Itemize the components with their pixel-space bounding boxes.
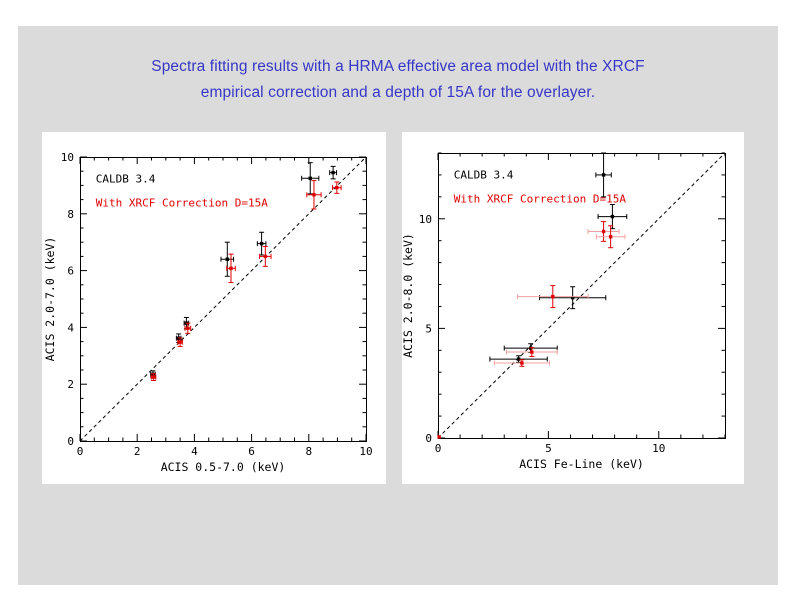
legend: CALDB 3.4 With XRCF Correction D=15A: [96, 172, 269, 209]
data-point: [601, 229, 606, 234]
data-point: [570, 295, 575, 300]
data-point: [610, 214, 615, 219]
title-line-1: Spectra fitting results with a HRMA effe…: [151, 58, 645, 75]
data-point: [530, 350, 534, 354]
svg-text:8: 8: [305, 445, 312, 458]
axis-titles: ACIS 0.5-7.0 (keV) ACIS 2.0-7.0 (keV): [43, 237, 285, 474]
y-axis-label: ACIS 2.0-7.0 (keV): [43, 237, 57, 362]
data-point: [186, 326, 190, 330]
data-point: [331, 170, 335, 175]
data-point: [312, 193, 316, 197]
legend-label: With XRCF Correction D=15A: [96, 196, 269, 209]
svg-text:10: 10: [652, 442, 665, 455]
legend: CALDB 3.4 With XRCF Correction D=15A: [454, 168, 627, 205]
left-plot-panel: 0 2 4 6 8 10 0 2 4 6 8 10 ACIS 0.5-7.0 (keV) ACIS 2.0…: [42, 132, 386, 484]
data-point: [520, 361, 524, 365]
data-point: [263, 254, 268, 259]
data-point: [178, 340, 182, 344]
series-caldb: [150, 162, 338, 379]
data-point: [335, 185, 339, 190]
data-point: [229, 266, 233, 271]
identity-reference-line: [79, 156, 367, 442]
data-point: [308, 176, 312, 180]
y-axis-label: ACIS 2.0-8.0 (keV): [402, 233, 415, 358]
series-xrcf: [150, 180, 342, 382]
svg-text:5: 5: [545, 442, 552, 455]
axis-ticks: [437, 152, 726, 439]
svg-text:6: 6: [248, 445, 255, 458]
tick-labels: 0 2 4 6 8 10 0 2 4 6 8 10: [61, 151, 373, 458]
series-caldb: [489, 152, 628, 363]
svg-text:10: 10: [419, 213, 432, 226]
svg-text:4: 4: [191, 445, 198, 458]
axis-titles: ACIS Fe-Line (keV) ACIS 2.0-8.0 (keV): [402, 233, 644, 471]
svg-text:2: 2: [67, 378, 74, 391]
slide-title: Spectra fitting results with a HRMA effe…: [18, 54, 778, 106]
svg-text:10: 10: [359, 445, 372, 458]
identity-reference-line: [437, 152, 726, 439]
tick-labels: 0 5 10 0 5 10: [419, 213, 666, 455]
slide-background: Spectra fitting results with a HRMA effe…: [18, 26, 778, 585]
plot-frame: [438, 153, 726, 439]
svg-text:6: 6: [67, 265, 74, 278]
left-plot-svg: 0 2 4 6 8 10 0 2 4 6 8 10 ACIS 0.5-7.0 (keV) ACIS 2.0…: [43, 151, 373, 474]
svg-text:4: 4: [67, 321, 74, 334]
title-line-2: empirical correction and a depth of 15A …: [200, 84, 596, 101]
series-xrcf: [437, 221, 626, 439]
right-plot-svg: 0 5 10 0 5 10 ACIS Fe-Line (keV) ACIS 2.0-8.0 (…: [402, 152, 726, 471]
right-plot-panel: 0 5 10 0 5 10 ACIS Fe-Line (keV) ACIS 2.0-8.0 (…: [402, 132, 744, 484]
svg-text:10: 10: [61, 151, 74, 164]
svg-text:2: 2: [134, 445, 141, 458]
x-axis-label: ACIS Fe-Line (keV): [519, 457, 644, 471]
svg-text:0: 0: [77, 445, 84, 458]
data-point: [608, 235, 613, 239]
data-point: [551, 294, 555, 299]
data-point: [516, 357, 521, 361]
legend-label: With XRCF Correction D=15A: [454, 193, 627, 206]
svg-text:0: 0: [425, 432, 432, 445]
legend-label: CALDB 3.4: [454, 168, 514, 181]
svg-text:0: 0: [435, 442, 442, 455]
axis-ticks: [79, 156, 367, 442]
data-point: [601, 173, 606, 177]
svg-text:0: 0: [67, 435, 74, 448]
legend-label: CALDB 3.4: [96, 172, 156, 185]
data-point: [225, 257, 229, 261]
data-point: [437, 435, 441, 439]
data-point: [259, 241, 264, 246]
data-point: [151, 372, 155, 376]
data-point: [151, 375, 156, 379]
x-axis-label: ACIS 0.5-7.0 (keV): [161, 460, 286, 474]
svg-text:5: 5: [425, 322, 432, 335]
svg-text:8: 8: [67, 208, 74, 221]
